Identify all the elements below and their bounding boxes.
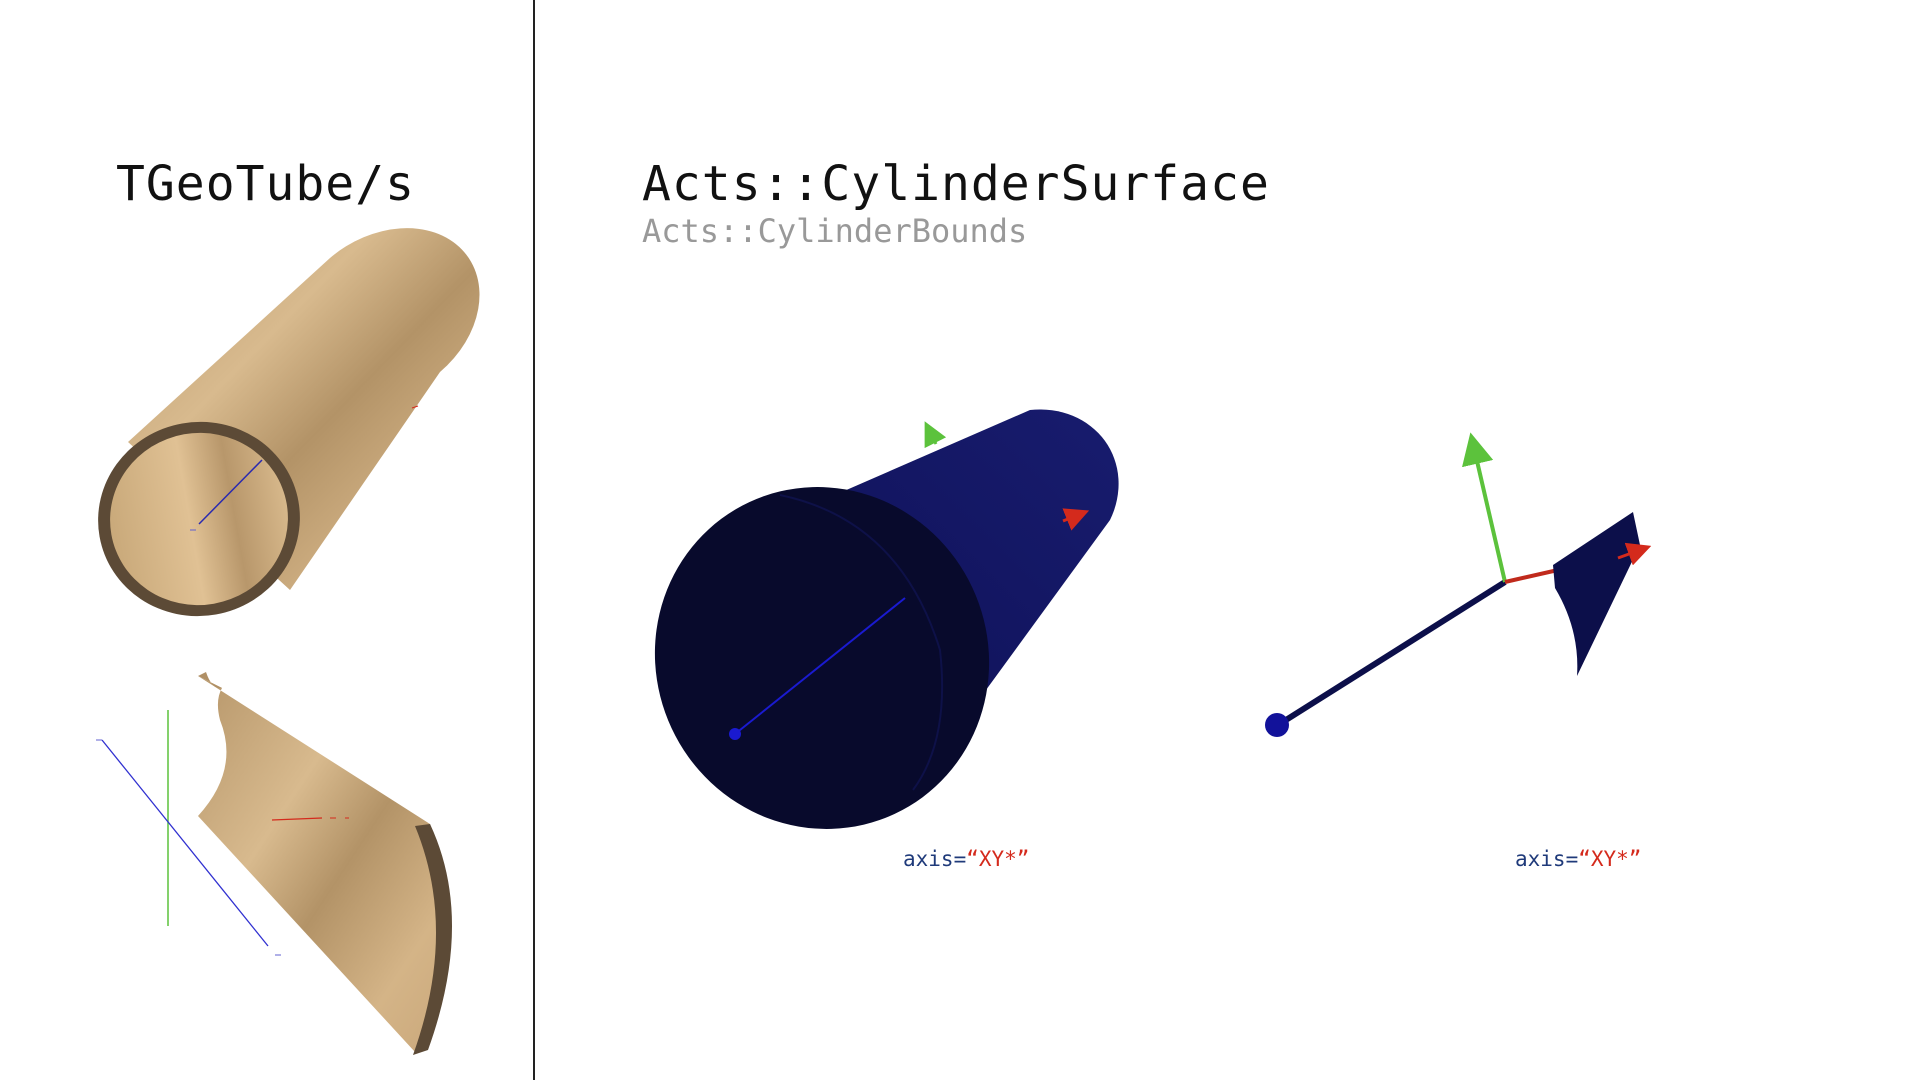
axis-value: “XY*” bbox=[966, 847, 1030, 871]
half-tube bbox=[96, 672, 453, 1055]
cylinder-bounds-subtitle: Acts::CylinderBounds bbox=[642, 212, 1028, 250]
cyl-y-axis-arrow bbox=[924, 421, 947, 449]
sector-origin-dot bbox=[1265, 713, 1289, 737]
cylinder-surface-title: Acts::CylinderSurface bbox=[642, 156, 1270, 212]
half-tube-z-axis bbox=[101, 739, 269, 947]
full-cylinder-surface bbox=[654, 409, 1119, 829]
half-tube-x-axis bbox=[271, 817, 323, 821]
cyl-x-axis-arrow bbox=[1062, 508, 1090, 531]
tube-axis-line bbox=[198, 459, 263, 525]
full-tube bbox=[98, 228, 480, 617]
axis-key: axis= bbox=[903, 847, 967, 871]
axis-label-sector: axis=“XY*” bbox=[1515, 847, 1641, 871]
cylinder-sector-surface bbox=[1265, 432, 1652, 737]
sector-y-axis-arrow bbox=[1462, 432, 1507, 583]
sector-z-axis-line bbox=[1276, 579, 1507, 728]
panel-divider bbox=[533, 0, 535, 1080]
tgeotube-title: TGeoTube/s bbox=[116, 156, 415, 212]
cyl-origin-dot bbox=[729, 728, 741, 740]
axis-label-full-cylinder: axis=“XY*” bbox=[903, 847, 1029, 871]
axis-value: “XY*” bbox=[1578, 847, 1642, 871]
cyl-z-axis-line bbox=[734, 597, 906, 735]
axis-key: axis= bbox=[1515, 847, 1579, 871]
